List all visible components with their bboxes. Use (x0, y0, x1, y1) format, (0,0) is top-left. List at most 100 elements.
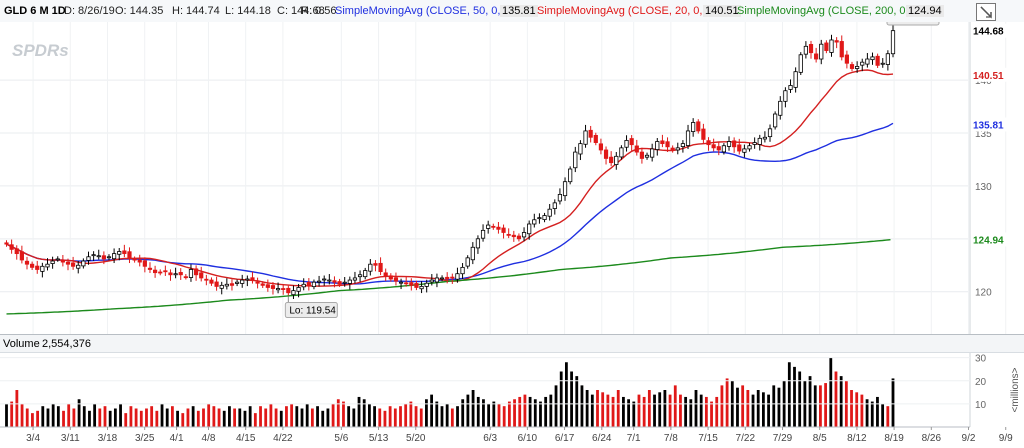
candle-body (455, 273, 460, 280)
candle-body (547, 208, 552, 217)
volume-bar (191, 406, 195, 427)
volume-bar (233, 408, 237, 427)
sma200-label[interactable]: SimpleMovingAvg (CLOSE, 200, 0, no) (737, 5, 928, 17)
candle-body (316, 280, 322, 283)
sma20-label[interactable]: SimpleMovingAvg (CLOSE, 20, 0, no) (537, 5, 722, 17)
volume-bar (466, 394, 470, 427)
volume-bar (720, 385, 724, 427)
sma50-label[interactable]: SimpleMovingAvg (CLOSE, 50, 0, no) (335, 5, 520, 17)
symbol-label[interactable]: GLD 6 M 1D (4, 5, 66, 17)
date-value: D: 8/26/19 (64, 5, 115, 17)
volume-bar (160, 403, 164, 427)
price-badge: 135.81 (973, 120, 1004, 131)
candle-body (250, 277, 255, 281)
candle-body (737, 144, 742, 152)
volume-bar (88, 410, 91, 427)
candle-body (721, 145, 726, 153)
volume-bar (580, 385, 584, 427)
candle-body (14, 248, 19, 255)
hi-lo-labels: Hi: 144.74 Lo: 119.54 (284, 22, 940, 319)
candle-body (424, 282, 429, 287)
volume-bar (15, 390, 19, 427)
volume-bar (228, 406, 231, 427)
volume-units-label: <millions> (1010, 367, 1021, 412)
candle-body (71, 262, 76, 267)
volume-bar (352, 408, 356, 427)
candle-body (178, 272, 183, 276)
candle-body (650, 148, 655, 158)
candle-body (234, 281, 240, 284)
date-tick-label: 6/3 (483, 433, 497, 444)
candle-body (332, 280, 337, 283)
candle-body (76, 264, 81, 269)
volume-bar (25, 408, 29, 427)
volume-bar (606, 394, 610, 427)
candlesticks[interactable] (4, 24, 896, 299)
volume-bar (855, 392, 859, 427)
volume-bar (637, 394, 641, 427)
volume-bar (414, 406, 418, 427)
candle-body (793, 71, 798, 88)
candle-body (885, 53, 890, 65)
candle-body (270, 285, 276, 289)
candle-body (342, 281, 347, 284)
volume-bar (196, 410, 200, 427)
volume-bar (507, 401, 511, 427)
candle-body (4, 242, 9, 245)
volume-bar (243, 410, 247, 427)
volume-bar (767, 394, 770, 427)
date-tick-label: 7/8 (664, 433, 678, 444)
candle-body (598, 143, 604, 151)
date-tick-label: 8/19 (884, 433, 904, 444)
candle-body (491, 225, 496, 228)
volume-bar (129, 406, 133, 427)
low-value: L: 144.18 (225, 5, 271, 17)
expand-icon[interactable] (976, 3, 996, 21)
volume-bar (518, 396, 522, 427)
candle-body (91, 254, 96, 257)
volume-bar (492, 401, 496, 427)
candle-body (824, 42, 829, 51)
volume-bar (440, 406, 444, 427)
volume-bar (326, 408, 330, 427)
candle-body (890, 30, 896, 55)
date-tick-label: 3/11 (61, 433, 80, 444)
candle-body (137, 259, 142, 263)
candle-body (173, 273, 178, 276)
volume-value: 2,554,376 (42, 338, 91, 350)
candle-body (742, 148, 747, 153)
candle-body (240, 279, 245, 284)
candle-body (450, 276, 455, 279)
candle-body (773, 113, 778, 128)
volume-bar (316, 406, 319, 427)
candle-body (445, 276, 450, 280)
volume-bar (761, 392, 765, 427)
volume-tick-label: 10 (975, 400, 987, 411)
candle-body (506, 233, 511, 236)
volume-bar (876, 396, 879, 427)
volume-bar (93, 403, 97, 427)
candle-body (480, 229, 486, 239)
volume-bar (456, 406, 459, 427)
volume-bar (689, 399, 693, 427)
volume-bar (596, 390, 599, 427)
candle-body (434, 277, 440, 283)
volume-title: Volume (3, 338, 40, 350)
volume-bar (150, 406, 154, 427)
price-badge-bg (971, 67, 1007, 82)
price-chart[interactable]: SPDRs Hi: 144.74Lo: 119.54 1201251301351… (0, 22, 1024, 448)
volume-bar (336, 399, 340, 427)
volume-bar (290, 403, 294, 427)
candle-body (670, 147, 675, 151)
volume-bar (632, 401, 636, 427)
volume-bar (756, 390, 760, 427)
candle-body (880, 62, 885, 65)
candle-body (363, 270, 368, 278)
volume-bar (139, 410, 143, 427)
sma50-value: 135.81 (500, 5, 538, 17)
candle-body (486, 224, 491, 229)
candle-body (337, 281, 342, 285)
candle-body (588, 129, 593, 138)
volume-bar (658, 392, 662, 427)
